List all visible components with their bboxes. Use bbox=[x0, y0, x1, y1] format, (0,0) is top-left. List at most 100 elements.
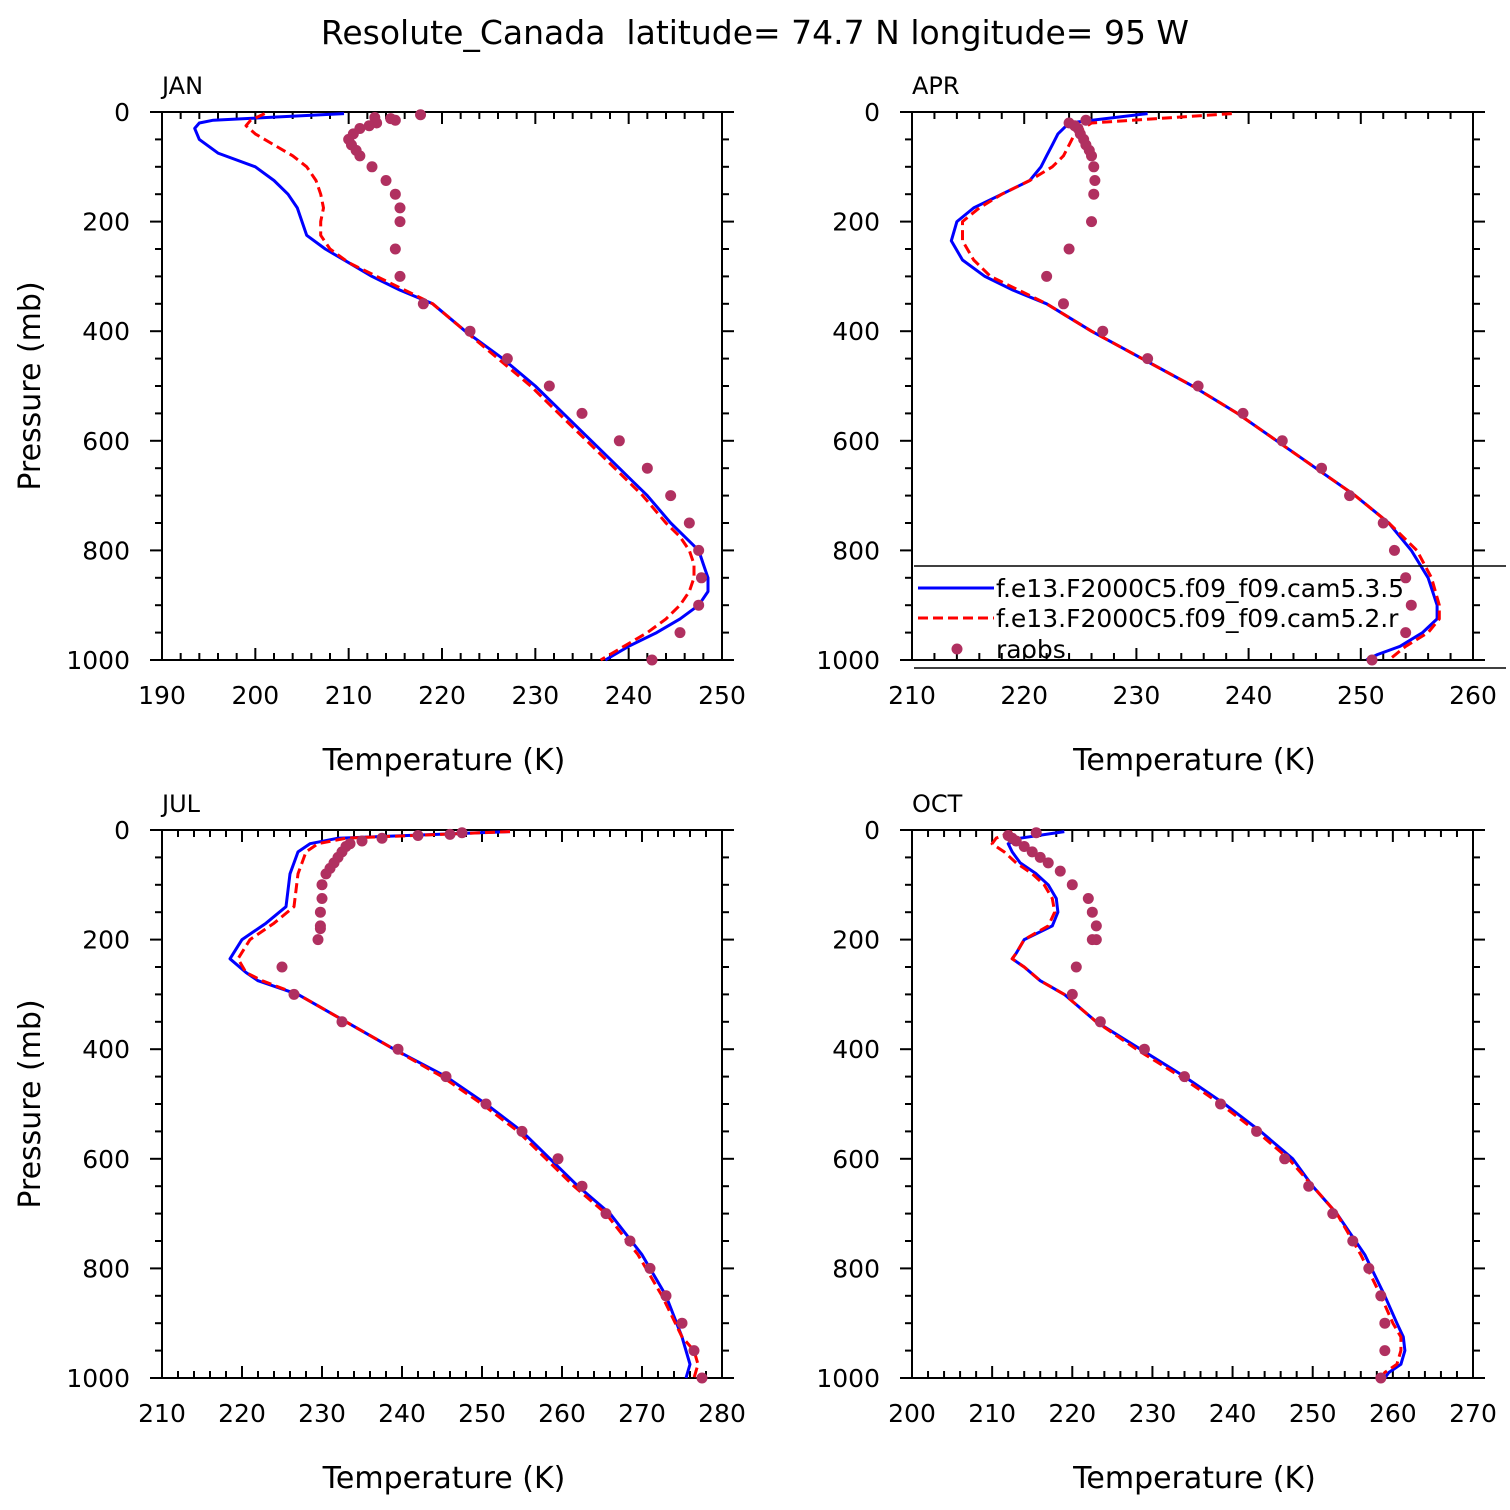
obs-point bbox=[1138, 1043, 1150, 1055]
obs-point bbox=[1080, 114, 1092, 126]
x-axis-label: Temperature (K) bbox=[322, 1461, 566, 1496]
obs-point bbox=[1377, 517, 1389, 529]
obs-point bbox=[389, 114, 401, 126]
plot-frame bbox=[161, 111, 723, 661]
obs-point bbox=[665, 490, 677, 502]
x-tick-label: 270 bbox=[618, 1399, 666, 1428]
obs-point bbox=[1192, 380, 1204, 392]
obs-point bbox=[1042, 857, 1054, 869]
y-tick-label: 1000 bbox=[66, 646, 130, 675]
obs-point bbox=[1316, 462, 1328, 474]
obs-point bbox=[624, 1235, 636, 1247]
obs-point bbox=[676, 1317, 688, 1329]
obs-point bbox=[392, 1043, 404, 1055]
figure-title: Resolute_Canada latitude= 74.7 N longitu… bbox=[321, 13, 1189, 52]
obs-point bbox=[1086, 934, 1098, 946]
obs-point bbox=[276, 961, 288, 973]
obs-point bbox=[674, 627, 686, 639]
x-tick-label: 230 bbox=[1113, 681, 1161, 710]
obs-point bbox=[1034, 851, 1046, 863]
y-tick-label: 800 bbox=[832, 1254, 880, 1283]
x-tick-label: 240 bbox=[1225, 681, 1273, 710]
obs-point bbox=[688, 1345, 700, 1357]
obs-point bbox=[1327, 1208, 1339, 1220]
obs-point bbox=[363, 120, 375, 132]
data-layer bbox=[193, 109, 710, 666]
obs-point bbox=[314, 906, 326, 918]
obs-point bbox=[1388, 544, 1400, 556]
series-line-cam5-2 bbox=[990, 830, 1403, 1379]
obs-point bbox=[444, 828, 456, 840]
obs-point bbox=[1063, 243, 1075, 255]
obs-point bbox=[1086, 150, 1098, 162]
x-tick-label: 210 bbox=[138, 1399, 186, 1428]
obs-point bbox=[1088, 161, 1100, 173]
obs-point bbox=[316, 879, 328, 891]
y-tick-label: 800 bbox=[832, 536, 880, 565]
obs-point bbox=[314, 923, 326, 935]
y-tick-label: 800 bbox=[82, 1254, 130, 1283]
x-tick-label: 250 bbox=[1337, 681, 1385, 710]
obs-point bbox=[1097, 325, 1109, 337]
obs-point bbox=[1276, 435, 1288, 447]
plot-frame bbox=[911, 829, 1474, 1379]
plot-frame bbox=[161, 829, 723, 1379]
obs-point bbox=[1303, 1180, 1315, 1192]
y-tick-label: 200 bbox=[832, 926, 880, 955]
obs-point bbox=[641, 462, 653, 474]
x-tick-label: 240 bbox=[378, 1399, 426, 1428]
x-tick-label: 220 bbox=[418, 681, 466, 710]
y-tick-label: 1000 bbox=[816, 646, 880, 675]
legend: f.e13.F2000C5.f09_f09.cam5.3.5f.e13.F200… bbox=[914, 565, 1506, 669]
obs-point bbox=[316, 893, 328, 904]
x-tick-label: 260 bbox=[1449, 681, 1497, 710]
obs-point bbox=[1379, 1345, 1391, 1357]
panel-label: OCT bbox=[912, 790, 963, 818]
obs-point bbox=[1054, 865, 1066, 877]
x-axis-label: Temperature (K) bbox=[322, 743, 566, 778]
obs-point bbox=[1237, 407, 1249, 419]
obs-point bbox=[336, 1016, 348, 1028]
obs-point bbox=[683, 517, 695, 529]
x-tick-label: 230 bbox=[298, 1399, 346, 1428]
x-tick-label: 230 bbox=[511, 681, 559, 710]
data-layer bbox=[949, 112, 1441, 666]
series-line-cam5-3-5 bbox=[193, 112, 710, 662]
obs-point bbox=[394, 202, 406, 214]
obs-point bbox=[389, 243, 401, 255]
obs-point bbox=[1086, 906, 1098, 918]
y-tick-label: 400 bbox=[82, 1035, 130, 1064]
obs-point bbox=[1375, 1372, 1387, 1384]
y-tick-label: 0 bbox=[114, 98, 130, 127]
obs-point bbox=[1379, 1317, 1391, 1329]
x-tick-label: 190 bbox=[138, 681, 186, 710]
y-tick-label: 400 bbox=[832, 1035, 880, 1064]
panel-jul: JUL 210 220 230 240 250 260 270 280 0 200 400 600 800… bbox=[13, 790, 746, 1496]
obs-point bbox=[356, 835, 368, 847]
y-tick-label: 400 bbox=[832, 317, 880, 346]
obs-point bbox=[600, 1208, 612, 1220]
obs-point bbox=[320, 868, 332, 880]
x-tick-label: 230 bbox=[1129, 1399, 1177, 1428]
panel-oct: OCT 200 210 220 230 240 250 260 270 0 200 400 600 800… bbox=[816, 790, 1496, 1496]
obs-point bbox=[1215, 1098, 1227, 1110]
obs-point bbox=[1018, 840, 1030, 852]
obs-point bbox=[1400, 627, 1412, 639]
x-tick-label: 250 bbox=[1289, 1399, 1337, 1428]
panel-label: JAN bbox=[160, 72, 203, 100]
obs-point bbox=[1279, 1153, 1291, 1165]
x-tick-label: 220 bbox=[1000, 681, 1048, 710]
x-tick-label: 260 bbox=[1369, 1399, 1417, 1428]
obs-point bbox=[1066, 879, 1078, 891]
obs-point bbox=[1251, 1125, 1263, 1137]
x-tick-label: 220 bbox=[218, 1399, 266, 1428]
obs-point bbox=[1041, 270, 1053, 282]
obs-point bbox=[693, 599, 705, 611]
legend-label: f.e13.F2000C5.f09_f09.cam5.2.r bbox=[996, 604, 1399, 633]
y-tick-label: 200 bbox=[82, 208, 130, 237]
obs-point bbox=[613, 435, 625, 447]
y-tick-label: 400 bbox=[82, 317, 130, 346]
y-tick-label: 600 bbox=[82, 427, 130, 456]
y-tick-label: 200 bbox=[832, 208, 880, 237]
obs-point bbox=[415, 109, 427, 121]
